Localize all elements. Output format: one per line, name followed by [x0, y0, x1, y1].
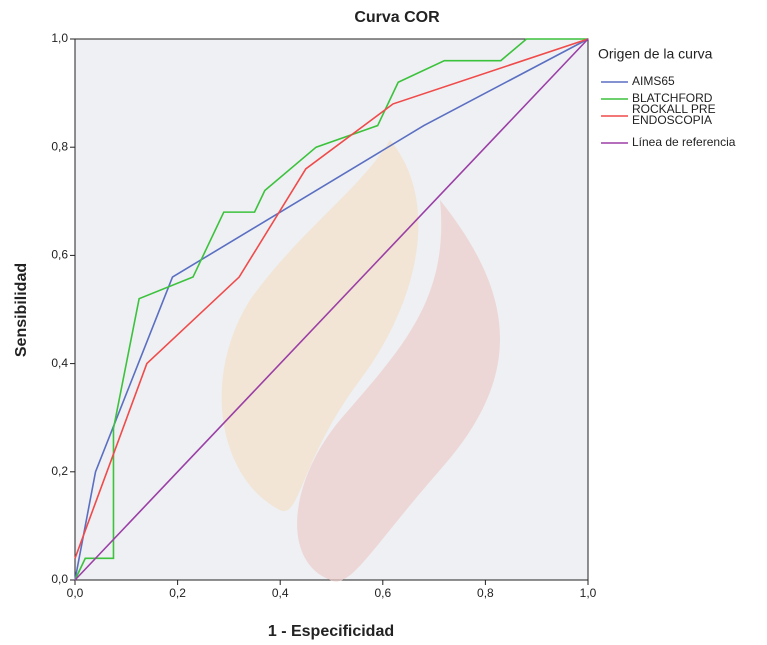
series-line: [74, 38, 589, 559]
legend-label: BLATCHFORD: [632, 91, 713, 105]
series-line: [74, 38, 589, 581]
legend-title: Origen de la curva: [598, 46, 713, 62]
x-tick-label: 0,4: [272, 586, 289, 600]
y-tick-label: 0,4: [51, 356, 68, 370]
series-line: [74, 38, 589, 581]
legend-label: AIMS65: [632, 74, 675, 88]
watermark: [297, 200, 500, 582]
y-tick-label: 0,6: [51, 248, 68, 262]
x-tick-label: 0,8: [477, 586, 494, 600]
y-tick-label: 0,0: [51, 572, 68, 586]
y-axis-label: Sensibilidad: [13, 263, 30, 357]
x-tick-label: 0,0: [67, 586, 84, 600]
x-tick-label: 1,0: [580, 586, 597, 600]
legend-label: ROCKALL PRE ENDOSCOPIA: [632, 102, 716, 127]
x-tick-label: 0,2: [169, 586, 186, 600]
watermark: [221, 140, 419, 512]
y-tick-label: 0,8: [51, 139, 68, 153]
series-line: [74, 38, 588, 581]
chart-title: Curva COR: [354, 9, 440, 26]
y-tick-label: 0,2: [51, 464, 68, 478]
x-tick-label: 0,6: [374, 586, 391, 600]
x-axis-label: 1 - Especificidad: [268, 623, 394, 640]
legend-label: Línea de referencia: [632, 135, 736, 149]
y-tick-label: 1,0: [51, 31, 68, 45]
